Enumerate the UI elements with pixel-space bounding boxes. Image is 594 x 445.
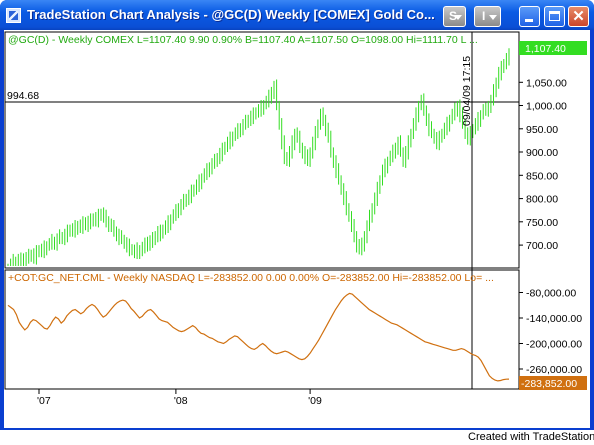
indicator-legend: +COT:GC_NET.CML - Weekly NASDAQ L=-28385… — [8, 272, 494, 284]
symbol-link-label: S — [449, 9, 458, 23]
chart-client-area[interactable]: @GC(D) - Weekly COMEX L=1107.40 9.90 0.9… — [4, 30, 590, 428]
maximize-icon — [549, 11, 560, 21]
time-axis-label: '08 — [174, 395, 188, 407]
time-axis: '07 '08 '09 — [37, 389, 322, 407]
price-axis-label: 750.00 — [526, 217, 558, 229]
indicator-axis-label: -260,000.00 — [526, 364, 582, 376]
interval-link-label: I — [482, 9, 486, 23]
price-axis-label: 800.00 — [526, 194, 558, 206]
window-title: TradeStation Chart Analysis - @GC(D) Wee… — [27, 7, 435, 22]
price-panel-frame — [4, 31, 520, 269]
indicator-axis: -80,000.00 -140,000.00 -200,000.00 -260,000… — [519, 288, 582, 376]
maximize-button[interactable] — [544, 6, 565, 27]
price-axis-label: 1,000.00 — [526, 101, 567, 113]
chevron-down-icon — [454, 15, 462, 20]
chart-canvas[interactable]: @GC(D) - Weekly COMEX L=1107.40 9.90 0.9… — [4, 30, 590, 428]
horizontal-level-label: 994.68 — [7, 90, 39, 102]
last-indicator-badge-text: -283,852.00 — [521, 378, 577, 390]
price-axis-label: 850.00 — [526, 170, 558, 182]
indicator-axis-label: -140,000.00 — [526, 313, 582, 325]
minimize-icon — [525, 19, 533, 22]
indicator-line — [7, 292, 510, 382]
price-axis-label: 1,050.00 — [526, 77, 567, 89]
price-axis-label: 900.00 — [526, 147, 558, 159]
indicator-axis-label: -200,000.00 — [526, 339, 582, 351]
indicator-axis-label: -80,000.00 — [526, 288, 576, 300]
close-icon: ✕ — [572, 8, 585, 25]
tradestation-app-icon[interactable] — [6, 8, 21, 23]
close-button[interactable]: ✕ — [568, 6, 589, 27]
price-axis-label: 700.00 — [526, 240, 558, 252]
price-axis: 1,050.00 1,000.00 950.00 900.00 850.00 800.00… — [519, 77, 567, 252]
interval-link-button[interactable]: I — [474, 6, 501, 27]
last-indicator-badge — [519, 376, 587, 390]
time-axis-label: '09 — [308, 395, 322, 407]
symbol-link-button[interactable]: S — [443, 6, 466, 27]
footer-credit: Created with TradeStation — [468, 431, 594, 443]
chevron-down-icon — [489, 15, 497, 20]
last-price-badge — [519, 41, 587, 55]
indicator-panel-frame — [4, 269, 520, 390]
time-axis-label: '07 — [37, 395, 51, 407]
minimize-button[interactable] — [519, 6, 540, 27]
last-price-badge-text: 1,107.40 — [525, 43, 566, 55]
price-legend: @GC(D) - Weekly COMEX L=1107.40 9.90 0.9… — [8, 34, 478, 46]
price-axis-label: 950.00 — [526, 124, 558, 136]
price-bars — [7, 48, 510, 266]
title-bar[interactable]: TradeStation Chart Analysis - @GC(D) Wee… — [0, 0, 594, 30]
chart-window: TradeStation Chart Analysis - @GC(D) Wee… — [0, 0, 594, 430]
cursor-timestamp: 09/04/09 17:15 — [461, 56, 473, 126]
